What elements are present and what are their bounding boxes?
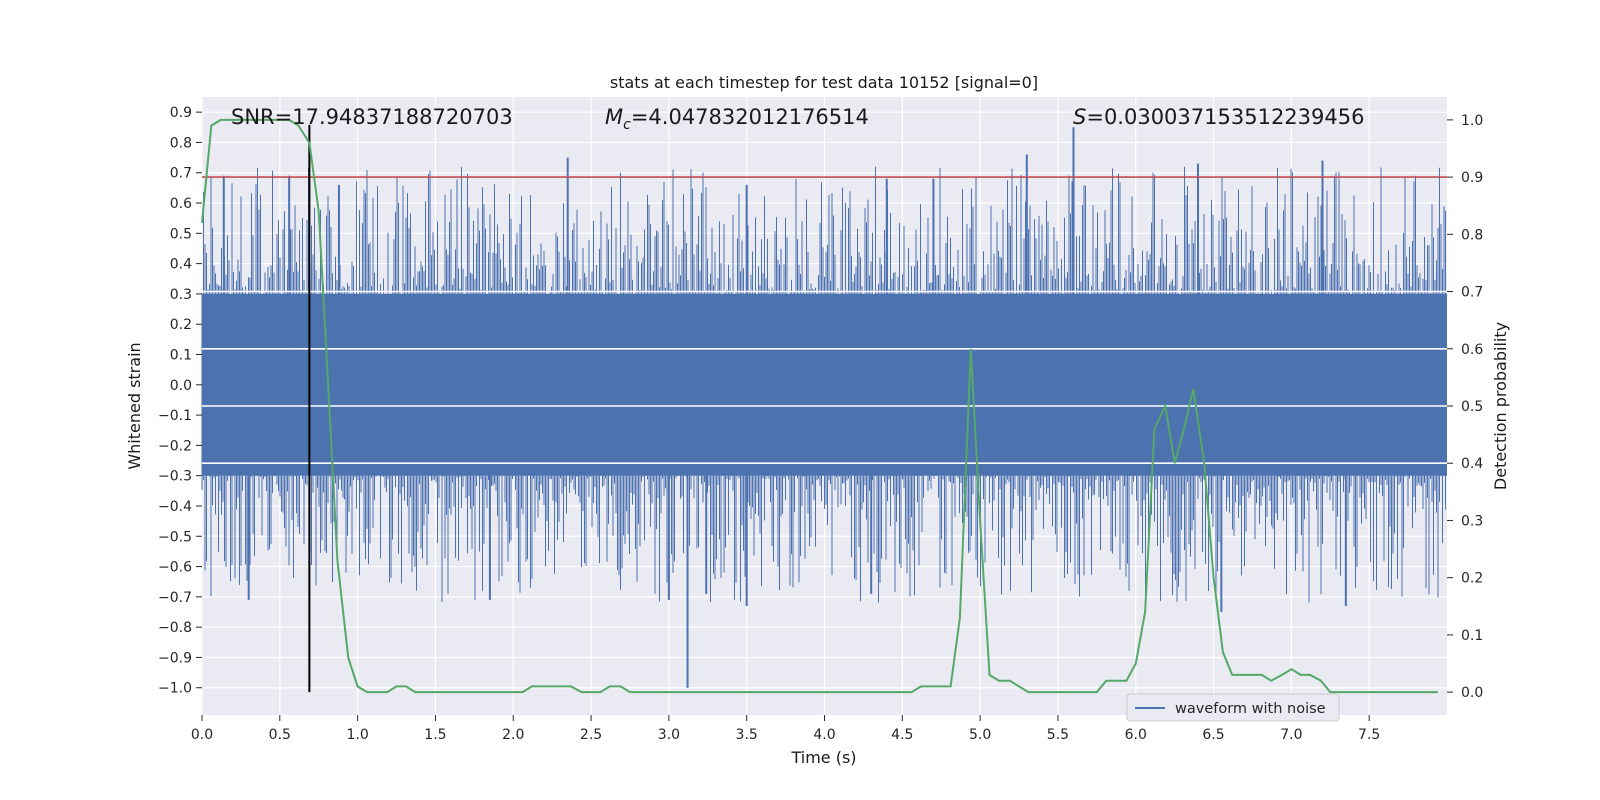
x-tick-label: 6.0 [1125,727,1147,743]
noise-waveform [201,166,1447,603]
y2-tick-label: 0.6 [1461,342,1483,358]
chirp-mass-annotation: Mc=4.047832012176514 [605,105,869,133]
y-tick-label: −1.0 [158,681,192,697]
y-tick-label: 0.6 [170,196,192,212]
highlight-lines [202,290,1447,465]
y2-tick-label: 1.0 [1461,113,1483,129]
y-tick-label: 0.8 [170,135,192,151]
x-tick-label: 4.5 [891,727,913,743]
x-tick-label: 7.5 [1358,727,1380,743]
x-tick-label: 0.0 [191,727,213,743]
x-tick-label: 3.5 [736,727,758,743]
legend: waveform with noise [1126,693,1340,722]
y2-tick-label: 0.8 [1461,227,1483,243]
x-tick-label: 2.0 [502,727,524,743]
y-tick-label: 0.3 [170,287,192,303]
y-tick-label: −0.1 [158,408,192,424]
y-tick-label: 0.9 [170,105,192,121]
y-tick-label: −0.4 [158,499,192,515]
y-axis-ticks: 0.9 0.8 0.7 0.6 0.5 0.4 0.3 0.2 0.1 0.0 −0.1 −0.2 −0… [158,105,202,697]
y-tick-label: 0.2 [170,317,192,333]
detection-probability-line [201,118,1438,694]
y-tick-label: 0.4 [170,257,192,273]
mc-symbol: M [605,105,623,129]
x-tick-label: 7.0 [1280,727,1302,743]
s-symbol: S [1073,105,1086,129]
noise-peaks [222,127,1347,688]
y2-tick-label: 0.4 [1461,456,1483,472]
y2-tick-label: 0.9 [1461,170,1483,186]
x-tick-label: 5.5 [1047,727,1069,743]
chart-title: stats at each timestep for test data 101… [610,73,1038,92]
y2-tick-label: 0.2 [1461,571,1483,587]
snr-annotation: SNR=17.94837188720703 [231,105,513,129]
x-tick-label: 1.0 [346,727,368,743]
y-tick-label: −0.7 [158,590,192,606]
mc-value: =4.047832012176514 [631,105,869,129]
noise-spikes [201,166,1446,603]
x-tick-label: 5.0 [969,727,991,743]
y-tick-label: −0.6 [158,560,192,576]
y-tick-label: −0.3 [158,469,192,485]
x-tick-label: 0.5 [269,727,291,743]
mc-subscript: c [623,117,631,133]
y-tick-label: −0.9 [158,650,192,666]
s-annotation: S=0.030037153512239456 [1073,105,1364,129]
y-tick-label: 0.1 [170,348,192,364]
y-tick-label: −0.2 [158,438,192,454]
y2-axis-label: Detection probability [1491,322,1510,490]
x-tick-label: 4.0 [813,727,835,743]
y2-tick-label: 0.7 [1461,285,1483,301]
y-tick-label: −0.5 [158,529,192,545]
y2-tick-label: 0.1 [1461,628,1483,644]
y2-axis-ticks: 1.0 0.9 0.8 0.7 0.6 0.5 0.4 0.3 0.2 0.1 0.0 [1447,113,1483,701]
y2-tick-label: 0.3 [1461,513,1483,529]
x-tick-label: 3.0 [658,727,680,743]
y-axis-label: Whitened strain [125,342,144,469]
x-tick-label: 1.5 [424,727,446,743]
x-tick-label: 2.5 [580,727,602,743]
y2-tick-label: 0.5 [1461,399,1483,415]
y-tick-label: 0.5 [170,226,192,242]
y-tick-label: −0.8 [158,620,192,636]
legend-box [1126,693,1340,722]
y2-tick-label: 0.0 [1461,685,1483,701]
x-axis-label: Time (s) [790,748,856,767]
legend-entry-waveform: waveform with noise [1175,701,1326,717]
s-value: =0.030037153512239456 [1086,105,1364,129]
y-tick-label: 0.0 [170,378,192,394]
y-tick-label: 0.7 [170,166,192,182]
x-tick-label: 6.5 [1202,727,1224,743]
